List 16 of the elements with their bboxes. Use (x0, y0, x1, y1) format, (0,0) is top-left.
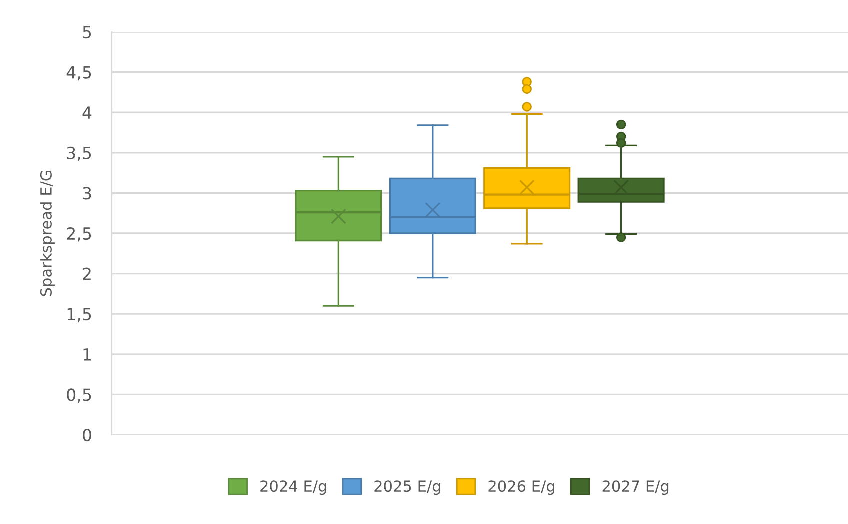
legend-label: 2027 E/g (602, 480, 669, 496)
y-tick-label: 2,5 (67, 227, 92, 242)
y-tick-label: 5 (83, 26, 92, 39)
y-tick-label: 0 (83, 428, 92, 442)
y-tick-label: 2 (83, 268, 91, 280)
y-tick-label: 4 (82, 106, 92, 119)
y-tick-label: 1 (84, 348, 92, 361)
legend-label: 2024 E/g (260, 480, 326, 496)
y-tick-label: 1,5 (68, 308, 92, 322)
y-tick-label: 3 (83, 187, 92, 200)
y-tick-label: 4,5 (66, 66, 92, 81)
y-tick-label: 0,5 (67, 388, 92, 403)
y-tick-label: 3,5 (67, 146, 92, 162)
legend-label: 2026 E/g (488, 480, 554, 496)
y-axis-title: Sparkspread E/G (40, 171, 55, 296)
legend-label: 2025 E/g (374, 480, 440, 496)
